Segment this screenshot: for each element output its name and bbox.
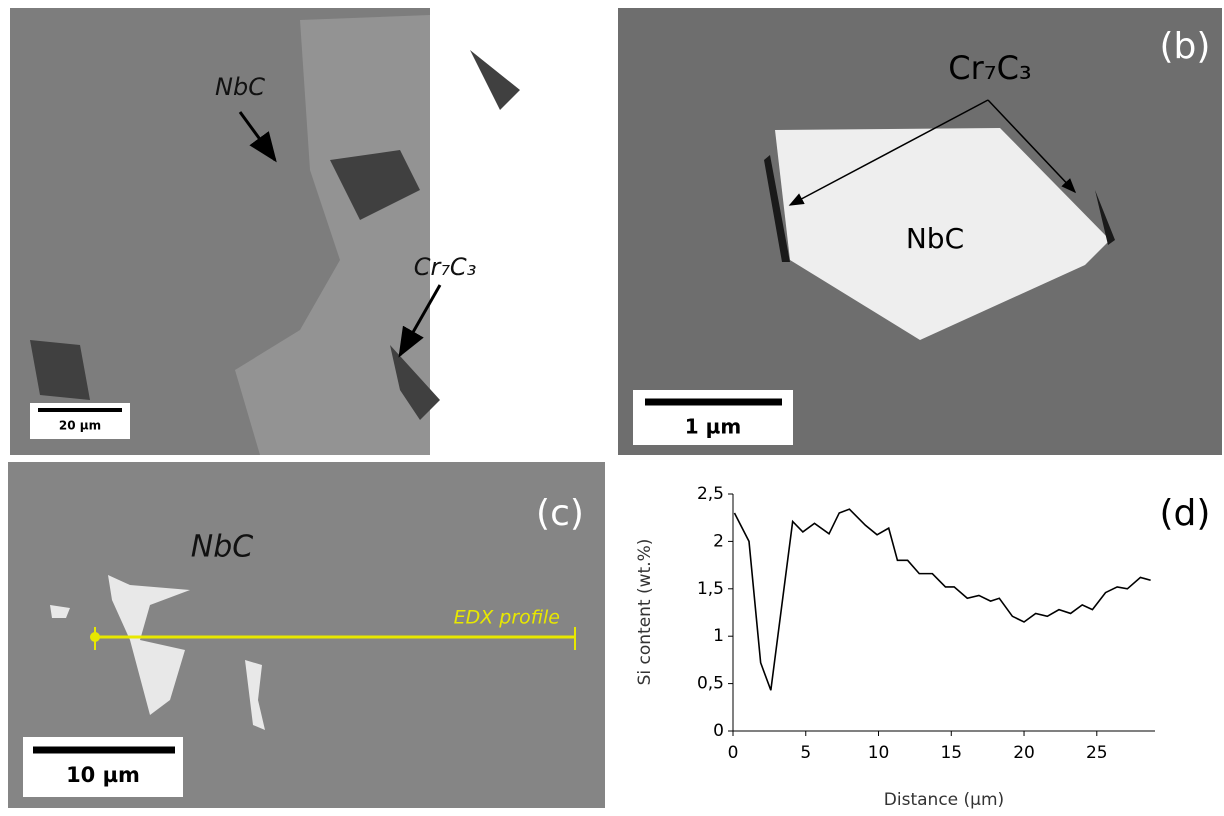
x-tick-label: 15 [940, 743, 962, 763]
panel-c: (c) NbC EDX profile 10 µm [8, 462, 605, 808]
x-tick-label: 5 [800, 743, 811, 763]
edx-start [90, 632, 100, 642]
y-tick-label: 1,5 [697, 579, 724, 599]
x-axis-label: Distance (µm) [884, 790, 1004, 810]
annotation: NbC [191, 530, 253, 565]
scale-label: 10 µm [66, 763, 140, 787]
scale-label: 1 µm [685, 415, 741, 439]
panel-b: (b) Cr₇C₃ NbC 1 µm [618, 8, 1222, 455]
annotation: NbC [215, 73, 265, 101]
annotation: NbC [906, 222, 964, 255]
scale-label: 20 µm [59, 419, 101, 433]
panel-label: (c) [536, 493, 584, 534]
y-tick-label: 0,5 [697, 674, 724, 694]
panel-label: (d) [1160, 493, 1211, 534]
panel-label: (b) [1160, 26, 1211, 67]
annotation: Cr₇C₃ [948, 49, 1032, 87]
y-tick-label: 2,5 [697, 484, 724, 504]
x-tick-label: 0 [728, 743, 739, 763]
x-tick-label: 20 [1013, 743, 1035, 763]
y-tick-label: 0 [713, 721, 724, 741]
annotation: EDX profile [454, 607, 560, 629]
x-tick-label: 25 [1086, 743, 1108, 763]
panel-d: (d) Distance (µm) Si content (wt.%) 0 0,5… [635, 484, 1210, 810]
x-tick-label: 10 [868, 743, 890, 763]
annotation: Cr₇C₃ [414, 253, 477, 281]
y-tick-label: 2 [713, 531, 724, 551]
y-axis-label: Si content (wt.%) [635, 539, 655, 686]
panel-a: (a) NbC Cr₇C₃ 20 µm [10, 8, 595, 455]
panel-label: (a) [545, 26, 595, 67]
y-tick-label: 1 [713, 626, 724, 646]
figure: (a) NbC Cr₇C₃ 20 µm (b) Cr₇C₃ NbC 1 µm (… [0, 0, 1224, 812]
data-line [734, 509, 1150, 690]
